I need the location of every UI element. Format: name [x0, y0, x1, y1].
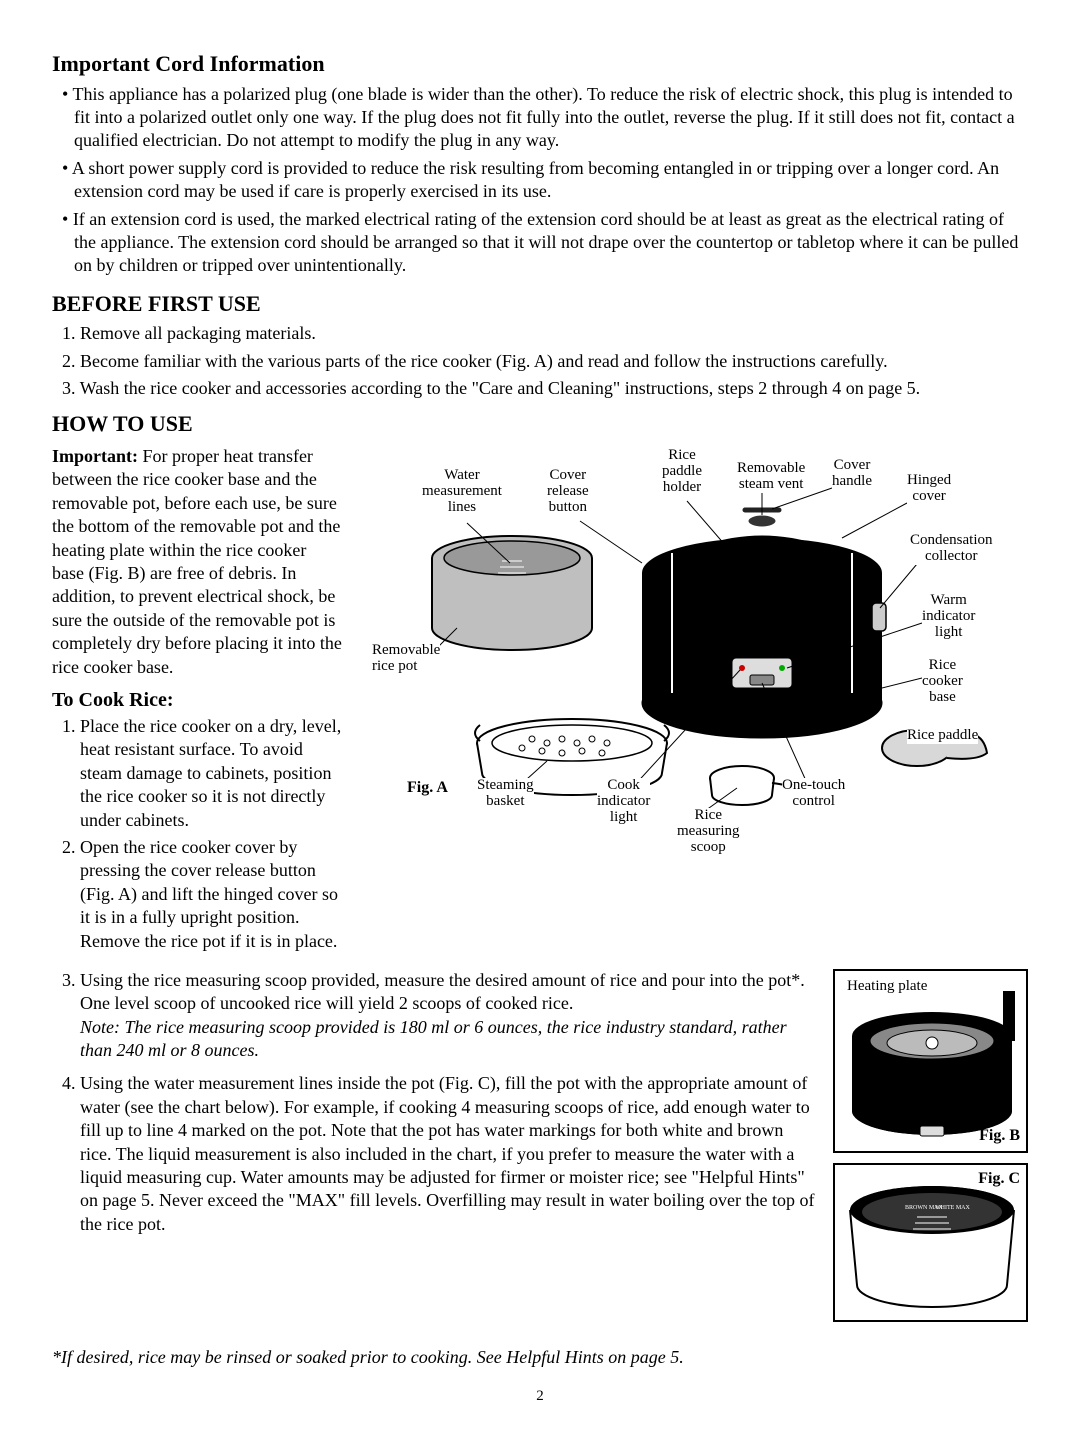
callout-cover-release: Coverreleasebutton: [547, 468, 589, 515]
cook-rice-steps-12: Place the rice cooker on a dry, level, h…: [52, 715, 342, 953]
svg-text:WHITE MAX: WHITE MAX: [935, 1205, 970, 1211]
callout-water-lines: Watermeasurementlines: [422, 468, 502, 515]
important-label: Important:: [52, 446, 138, 466]
callout-condensation: Condensationcollector: [910, 533, 993, 565]
important-paragraph: Important: For proper heat transfer betw…: [52, 445, 342, 679]
footnote: *If desired, rice may be rinsed or soake…: [52, 1346, 1028, 1369]
callout-measuring-scoop: Ricemeasuringscoop: [677, 808, 739, 855]
callout-one-touch: One-touchcontrol: [782, 778, 845, 810]
cook-step: Open the rice cooker cover by pressing t…: [52, 836, 342, 953]
callout-cover-handle: Coverhandle: [832, 458, 872, 490]
before-first-use-heading: BEFORE FIRST USE: [52, 290, 1028, 319]
cord-info-heading: Important Cord Information: [52, 50, 1028, 79]
before-step: Remove all packaging materials.: [52, 322, 1028, 345]
callout-warm-light: Warmindicatorlight: [922, 593, 975, 640]
step3-text: Using the rice measuring scoop provided,…: [80, 970, 805, 1013]
callout-cook-light: Cookindicatorlight: [597, 778, 650, 825]
step3-note: Note: The rice measuring scoop provided …: [80, 1017, 787, 1060]
figure-a-caption: Fig. A: [407, 778, 448, 799]
before-first-use-list: Remove all packaging materials. Become f…: [52, 322, 1028, 400]
callout-paddle-holder: Ricepaddleholder: [662, 448, 702, 495]
page-number: 2: [52, 1387, 1028, 1407]
callout-removable-pot: Removablerice pot: [372, 643, 440, 675]
before-step: Become familiar with the various parts o…: [52, 350, 1028, 373]
how-to-use-heading: HOW TO USE: [52, 410, 1028, 439]
callout-cooker-base: Ricecookerbase: [922, 658, 963, 705]
cord-bullet: This appliance has a polarized plug (one…: [52, 83, 1028, 153]
callout-steam-vent: Removablesteam vent: [737, 461, 805, 493]
cord-bullet: A short power supply cord is provided to…: [52, 157, 1028, 204]
important-text: For proper heat transfer between the ric…: [52, 446, 342, 677]
figure-c: BROWN MAX WHITE MAX Fig. C: [833, 1163, 1028, 1322]
to-cook-rice-heading: To Cook Rice:: [52, 687, 342, 713]
figure-b-caption: Fig. B: [979, 1126, 1020, 1147]
before-step: Wash the rice cooker and accessories acc…: [52, 377, 1028, 400]
callout-rice-paddle: Rice paddle: [907, 728, 978, 744]
figure-c-caption: Fig. C: [978, 1169, 1020, 1190]
callout-hinged-cover: Hingedcover: [907, 473, 951, 505]
cord-info-list: This appliance has a polarized plug (one…: [52, 83, 1028, 278]
cook-step: Place the rice cooker on a dry, level, h…: [52, 715, 342, 832]
cord-bullet: If an extension cord is used, the marked…: [52, 208, 1028, 278]
figure-a: Watermeasurementlines Coverreleasebutton…: [362, 443, 1002, 843]
figure-b: Heating plate Fig. B: [833, 969, 1028, 1153]
figure-b-label: Heating plate: [847, 977, 927, 997]
callout-steaming-basket: Steamingbasket: [477, 778, 534, 810]
